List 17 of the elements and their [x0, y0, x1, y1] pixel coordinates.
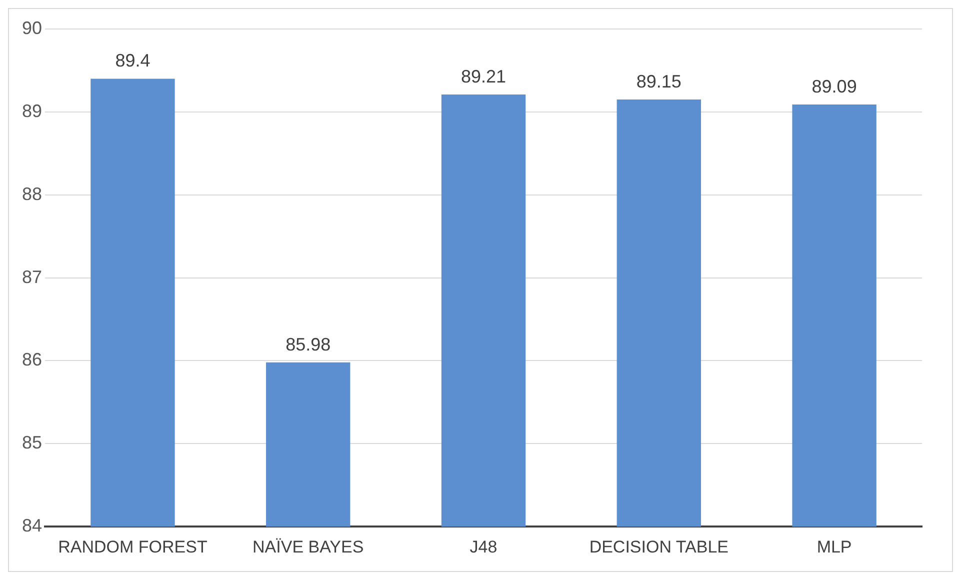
y-tick-label: 88: [22, 184, 42, 204]
data-label: 89.4: [115, 50, 150, 71]
y-tick-label: 84: [22, 516, 42, 536]
x-tick-label: J48: [470, 537, 498, 556]
x-tick-label: MLP: [816, 537, 852, 556]
y-tick-label: 87: [22, 266, 42, 287]
data-label: 85.98: [286, 334, 331, 354]
data-label: 89.21: [460, 66, 506, 86]
data-label: 89.15: [636, 71, 682, 92]
x-tick-label: RANDOM FOREST: [58, 537, 208, 556]
y-tick-label: 89: [22, 100, 42, 121]
x-tick-label: DECISION TABLE: [589, 537, 728, 556]
x-tick-label: NAÏVE BAYES: [252, 537, 364, 556]
y-tick-label: 85: [22, 432, 42, 453]
y-tick-label: 86: [22, 350, 42, 370]
data-label: 89.09: [812, 76, 857, 96]
y-tick-label: 90: [22, 18, 42, 38]
